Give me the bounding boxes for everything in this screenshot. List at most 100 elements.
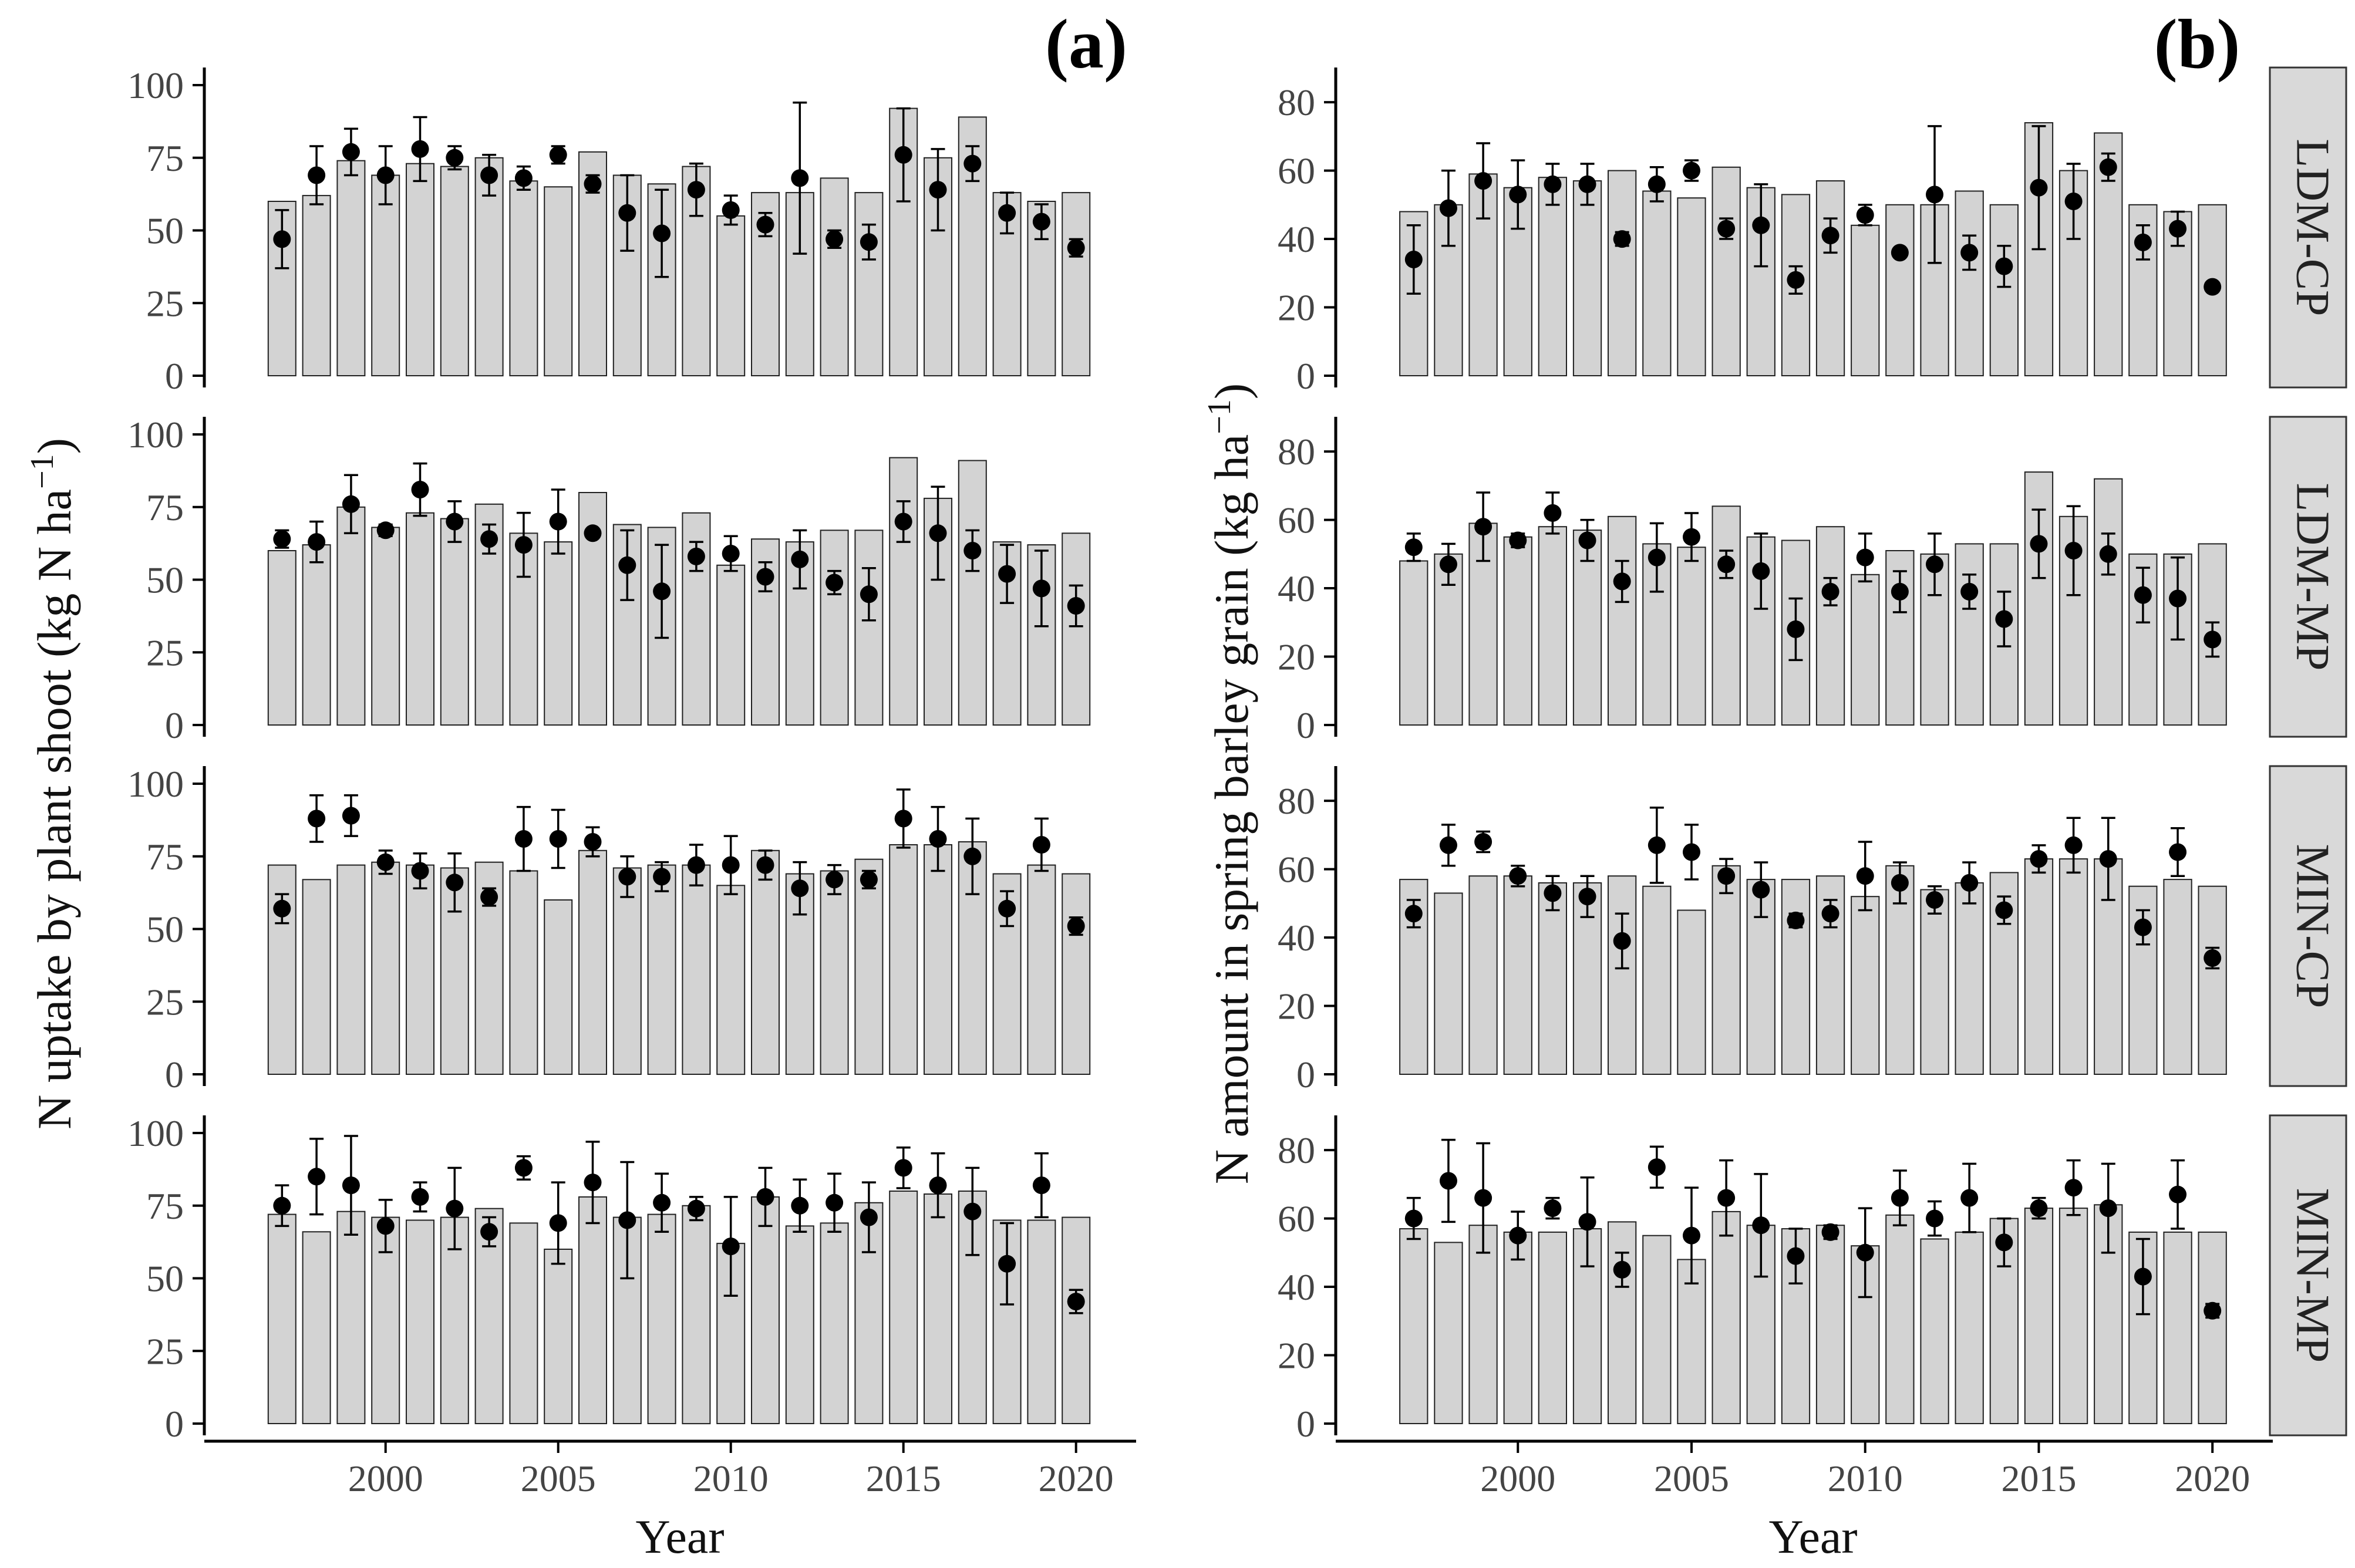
point-b-min-cp-2007 — [1752, 881, 1770, 899]
point-b-min-cp-2013 — [1960, 874, 1979, 892]
point-b-min-mp-2018 — [2134, 1267, 2152, 1286]
bar-a-min-cp-2005 — [544, 899, 573, 1075]
point-b-ldm-mp-2009 — [1821, 582, 1839, 601]
point-a-ldm-mp-2011 — [756, 568, 774, 586]
bar-b-ldm-mp-2009 — [1815, 526, 1845, 726]
bar-a-min-cp-1998 — [302, 879, 331, 1075]
bar-b-min-cp-2001 — [1538, 882, 1567, 1075]
point-a-min-cp-2012 — [791, 879, 809, 898]
bar-a-min-cp-2009 — [682, 864, 711, 1075]
point-a-ldm-cp-1999 — [342, 143, 360, 161]
y-tick-label: 25 — [146, 282, 184, 324]
bar-a-ldm-cp-2020 — [1062, 192, 1091, 376]
bar-b-min-mp-2019 — [2163, 1231, 2192, 1424]
point-b-ldm-cp-2011 — [1891, 244, 1909, 262]
point-a-ldm-cp-2007 — [618, 204, 636, 222]
point-a-ldm-mp-2000 — [376, 521, 395, 539]
bar-a-min-cp-2004 — [509, 870, 538, 1075]
point-b-min-cp-2002 — [1578, 888, 1596, 906]
point-a-ldm-mp-2001 — [411, 481, 429, 498]
bar-b-min-cp-2010 — [1851, 896, 1880, 1075]
panel-a-x-axis-title: Year — [635, 1510, 724, 1563]
x-tick-label-b: 2015 — [2001, 1458, 2076, 1499]
point-b-min-cp-2016 — [2064, 836, 2083, 854]
y-tick-label: 0 — [1296, 1054, 1315, 1095]
bar-b-min-cp-1998 — [1434, 892, 1463, 1075]
point-b-ldm-cp-2016 — [2064, 193, 2083, 210]
bar-a-ldm-cp-2000 — [371, 174, 400, 376]
facet-b-ldm-cp: 0 20 40 60 80 LDM-CP — [1278, 66, 2347, 397]
bar-a-ldm-cp-2002 — [440, 166, 469, 376]
bar-a-min-cp-2001 — [406, 864, 434, 1075]
point-b-min-cp-1998 — [1439, 836, 1457, 854]
bar-b-ldm-mp-2005 — [1677, 547, 1706, 726]
point-a-min-cp-2005 — [549, 830, 567, 848]
point-a-ldm-cp-2002 — [446, 149, 464, 167]
bar-b-min-cp-2003 — [1608, 875, 1637, 1075]
point-b-ldm-cp-2013 — [1960, 244, 1979, 262]
bar-b-ldm-cp-2010 — [1851, 224, 1880, 376]
bar-b-min-mp-2020 — [2198, 1231, 2227, 1424]
point-b-min-cp-2019 — [2169, 843, 2187, 861]
point-a-min-cp-2000 — [376, 853, 395, 871]
facet-b-min-cp: 0 20 40 60 80 MIN-CP — [1278, 765, 2347, 1095]
point-a-ldm-mp-2016 — [929, 524, 947, 542]
point-b-ldm-cp-2019 — [2169, 220, 2187, 238]
point-b-min-cp-2012 — [1926, 891, 1944, 909]
point-a-min-mp-2002 — [446, 1199, 464, 1218]
bar-a-min-cp-2013 — [820, 870, 849, 1075]
point-a-ldm-mp-2020 — [1067, 597, 1085, 615]
y-tick-label: 0 — [1296, 704, 1315, 746]
point-a-ldm-cp-2003 — [480, 166, 498, 184]
panel-a: (a) 0 25 50 75 100 0 25 50 75 100 0 25 50 75 100 0 25 50 7… — [24, 5, 1136, 1563]
point-a-min-mp-2011 — [756, 1188, 774, 1206]
point-a-ldm-cp-2013 — [826, 230, 844, 248]
point-a-min-cp-2011 — [756, 856, 774, 874]
x-tick-label-a: 2010 — [693, 1458, 769, 1499]
point-b-min-cp-2006 — [1717, 867, 1736, 885]
y-tick-label: 20 — [1278, 986, 1315, 1027]
point-a-ldm-cp-2020 — [1067, 239, 1085, 257]
bar-a-min-cp-2000 — [371, 861, 400, 1075]
y-tick-label: 75 — [146, 1185, 184, 1227]
point-a-ldm-cp-2019 — [1032, 213, 1050, 231]
facet-a-ldm-cp: 0 25 50 75 100 — [127, 65, 1091, 397]
point-a-ldm-cp-1997 — [273, 230, 291, 248]
bar-a-min-cp-2019 — [1027, 864, 1056, 1075]
point-b-ldm-mp-2000 — [1509, 531, 1527, 549]
point-a-min-mp-2017 — [963, 1202, 982, 1220]
point-a-min-cp-1997 — [273, 899, 291, 918]
y-tick-label: 60 — [1278, 500, 1315, 541]
bar-b-min-cp-1999 — [1468, 875, 1498, 1075]
point-a-ldm-mp-2012 — [791, 550, 809, 568]
point-a-ldm-mp-2006 — [584, 524, 602, 542]
point-b-min-mp-2017 — [2099, 1199, 2117, 1218]
point-b-min-mp-1999 — [1474, 1189, 1492, 1207]
bar-b-ldm-mp-2001 — [1538, 526, 1567, 726]
y-tick-label: 100 — [127, 414, 184, 456]
point-a-min-cp-2014 — [860, 871, 878, 889]
point-a-min-cp-2001 — [411, 862, 429, 880]
point-a-min-cp-2004 — [514, 830, 533, 848]
point-a-min-cp-2002 — [446, 874, 464, 892]
point-b-min-mp-2011 — [1891, 1189, 1909, 1207]
facet-b-ldm-mp: 0 20 40 60 80 LDM-MP — [1278, 416, 2347, 746]
strip-label-min-mp: MIN-MP — [2287, 1188, 2339, 1363]
point-b-min-mp-1997 — [1404, 1209, 1423, 1228]
panel-b-y-axis-title: N amount in spring barley grain (kg ha−1… — [1201, 383, 1258, 1184]
point-a-ldm-mp-2010 — [722, 545, 740, 562]
y-tick-label: 80 — [1278, 780, 1315, 822]
bar-b-min-cp-2013 — [1955, 882, 1984, 1075]
bar-a-ldm-mp-2000 — [371, 527, 400, 726]
point-b-ldm-mp-2018 — [2134, 586, 2152, 604]
bar-b-ldm-mp-2010 — [1851, 574, 1880, 726]
x-tick-label-b: 2000 — [1480, 1458, 1555, 1499]
strip-label-ldm-mp: LDM-MP — [2287, 483, 2339, 670]
bar-a-min-cp-2006 — [578, 849, 607, 1075]
plot-a: 0 25 50 75 100 0 25 50 75 100 0 25 50 75 100 0 25 50 75 100… — [127, 65, 1136, 1499]
bar-a-ldm-cp-2007 — [612, 174, 642, 376]
point-a-min-mp-1999 — [342, 1176, 360, 1195]
bar-a-min-cp-1999 — [336, 864, 366, 1075]
bar-b-ldm-cp-2001 — [1538, 177, 1567, 376]
bar-b-min-cp-2019 — [2163, 879, 2192, 1075]
